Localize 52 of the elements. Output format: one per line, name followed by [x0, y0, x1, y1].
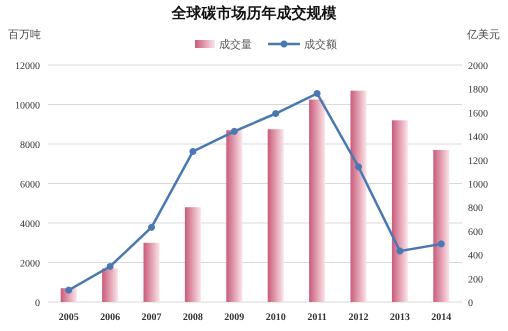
point: [65, 286, 72, 294]
bar: [392, 120, 408, 302]
y-tick-label: 0: [35, 298, 40, 309]
legend-label: 成交额: [304, 38, 337, 51]
bar: [309, 100, 326, 302]
y2-tick-label: 0: [468, 298, 473, 309]
y2-tick-label: 1600: [468, 108, 488, 120]
point: [314, 90, 321, 97]
x-tick-label: 2012: [348, 312, 368, 323]
x-tick-label: 2007: [142, 312, 162, 323]
point: [438, 240, 445, 248]
x-tick-label: 2013: [390, 312, 410, 323]
y2-tick-label: 600: [468, 226, 483, 238]
y2-tick-label: 1000: [468, 180, 488, 190]
y2-tick-label: 800: [468, 203, 483, 214]
y2-tick-label: 200: [468, 274, 483, 286]
bar: [350, 90, 366, 302]
y2-axis-title: 亿美元: [466, 28, 500, 41]
point: [396, 248, 404, 255]
y-tick-label: 8000: [20, 140, 40, 151]
y2-tick-label: 2000: [468, 61, 488, 72]
x-tick-label: 2006: [100, 312, 120, 323]
x-tick-label: 2010: [266, 312, 286, 323]
point: [272, 110, 280, 118]
bar: [268, 129, 284, 302]
y-tick-label: 4000: [20, 219, 40, 230]
bar: [433, 150, 450, 302]
bar: [184, 207, 201, 302]
y2-tick-label: 1200: [468, 156, 488, 167]
x-tick-label: 2014: [431, 312, 452, 323]
y2-tick-label: 1400: [468, 132, 488, 144]
chart-title: 全球碳市场历年成交规模: [170, 4, 338, 22]
x-tick-label: 2009: [224, 312, 244, 323]
y-tick-label: 2000: [20, 258, 40, 270]
point: [189, 148, 196, 156]
point: [230, 128, 238, 135]
y2-tick-label: 400: [468, 250, 483, 262]
bar: [226, 130, 242, 302]
x-tick-label: 2005: [58, 312, 79, 323]
point: [148, 224, 155, 231]
y-tick-label: 12000: [15, 61, 40, 72]
point: [355, 163, 362, 170]
legend-label: 成交量: [219, 38, 252, 51]
y-tick-label: 6000: [20, 180, 40, 190]
bar: [102, 268, 118, 302]
x-tick-label: 2008: [182, 312, 203, 323]
y2-tick-label: 1800: [468, 84, 488, 96]
point: [106, 262, 114, 270]
y-tick-label: 10000: [15, 100, 40, 112]
bar: [144, 242, 160, 302]
y-axis-title: 百万吨: [8, 28, 41, 41]
x-tick-label: 2011: [307, 312, 327, 323]
